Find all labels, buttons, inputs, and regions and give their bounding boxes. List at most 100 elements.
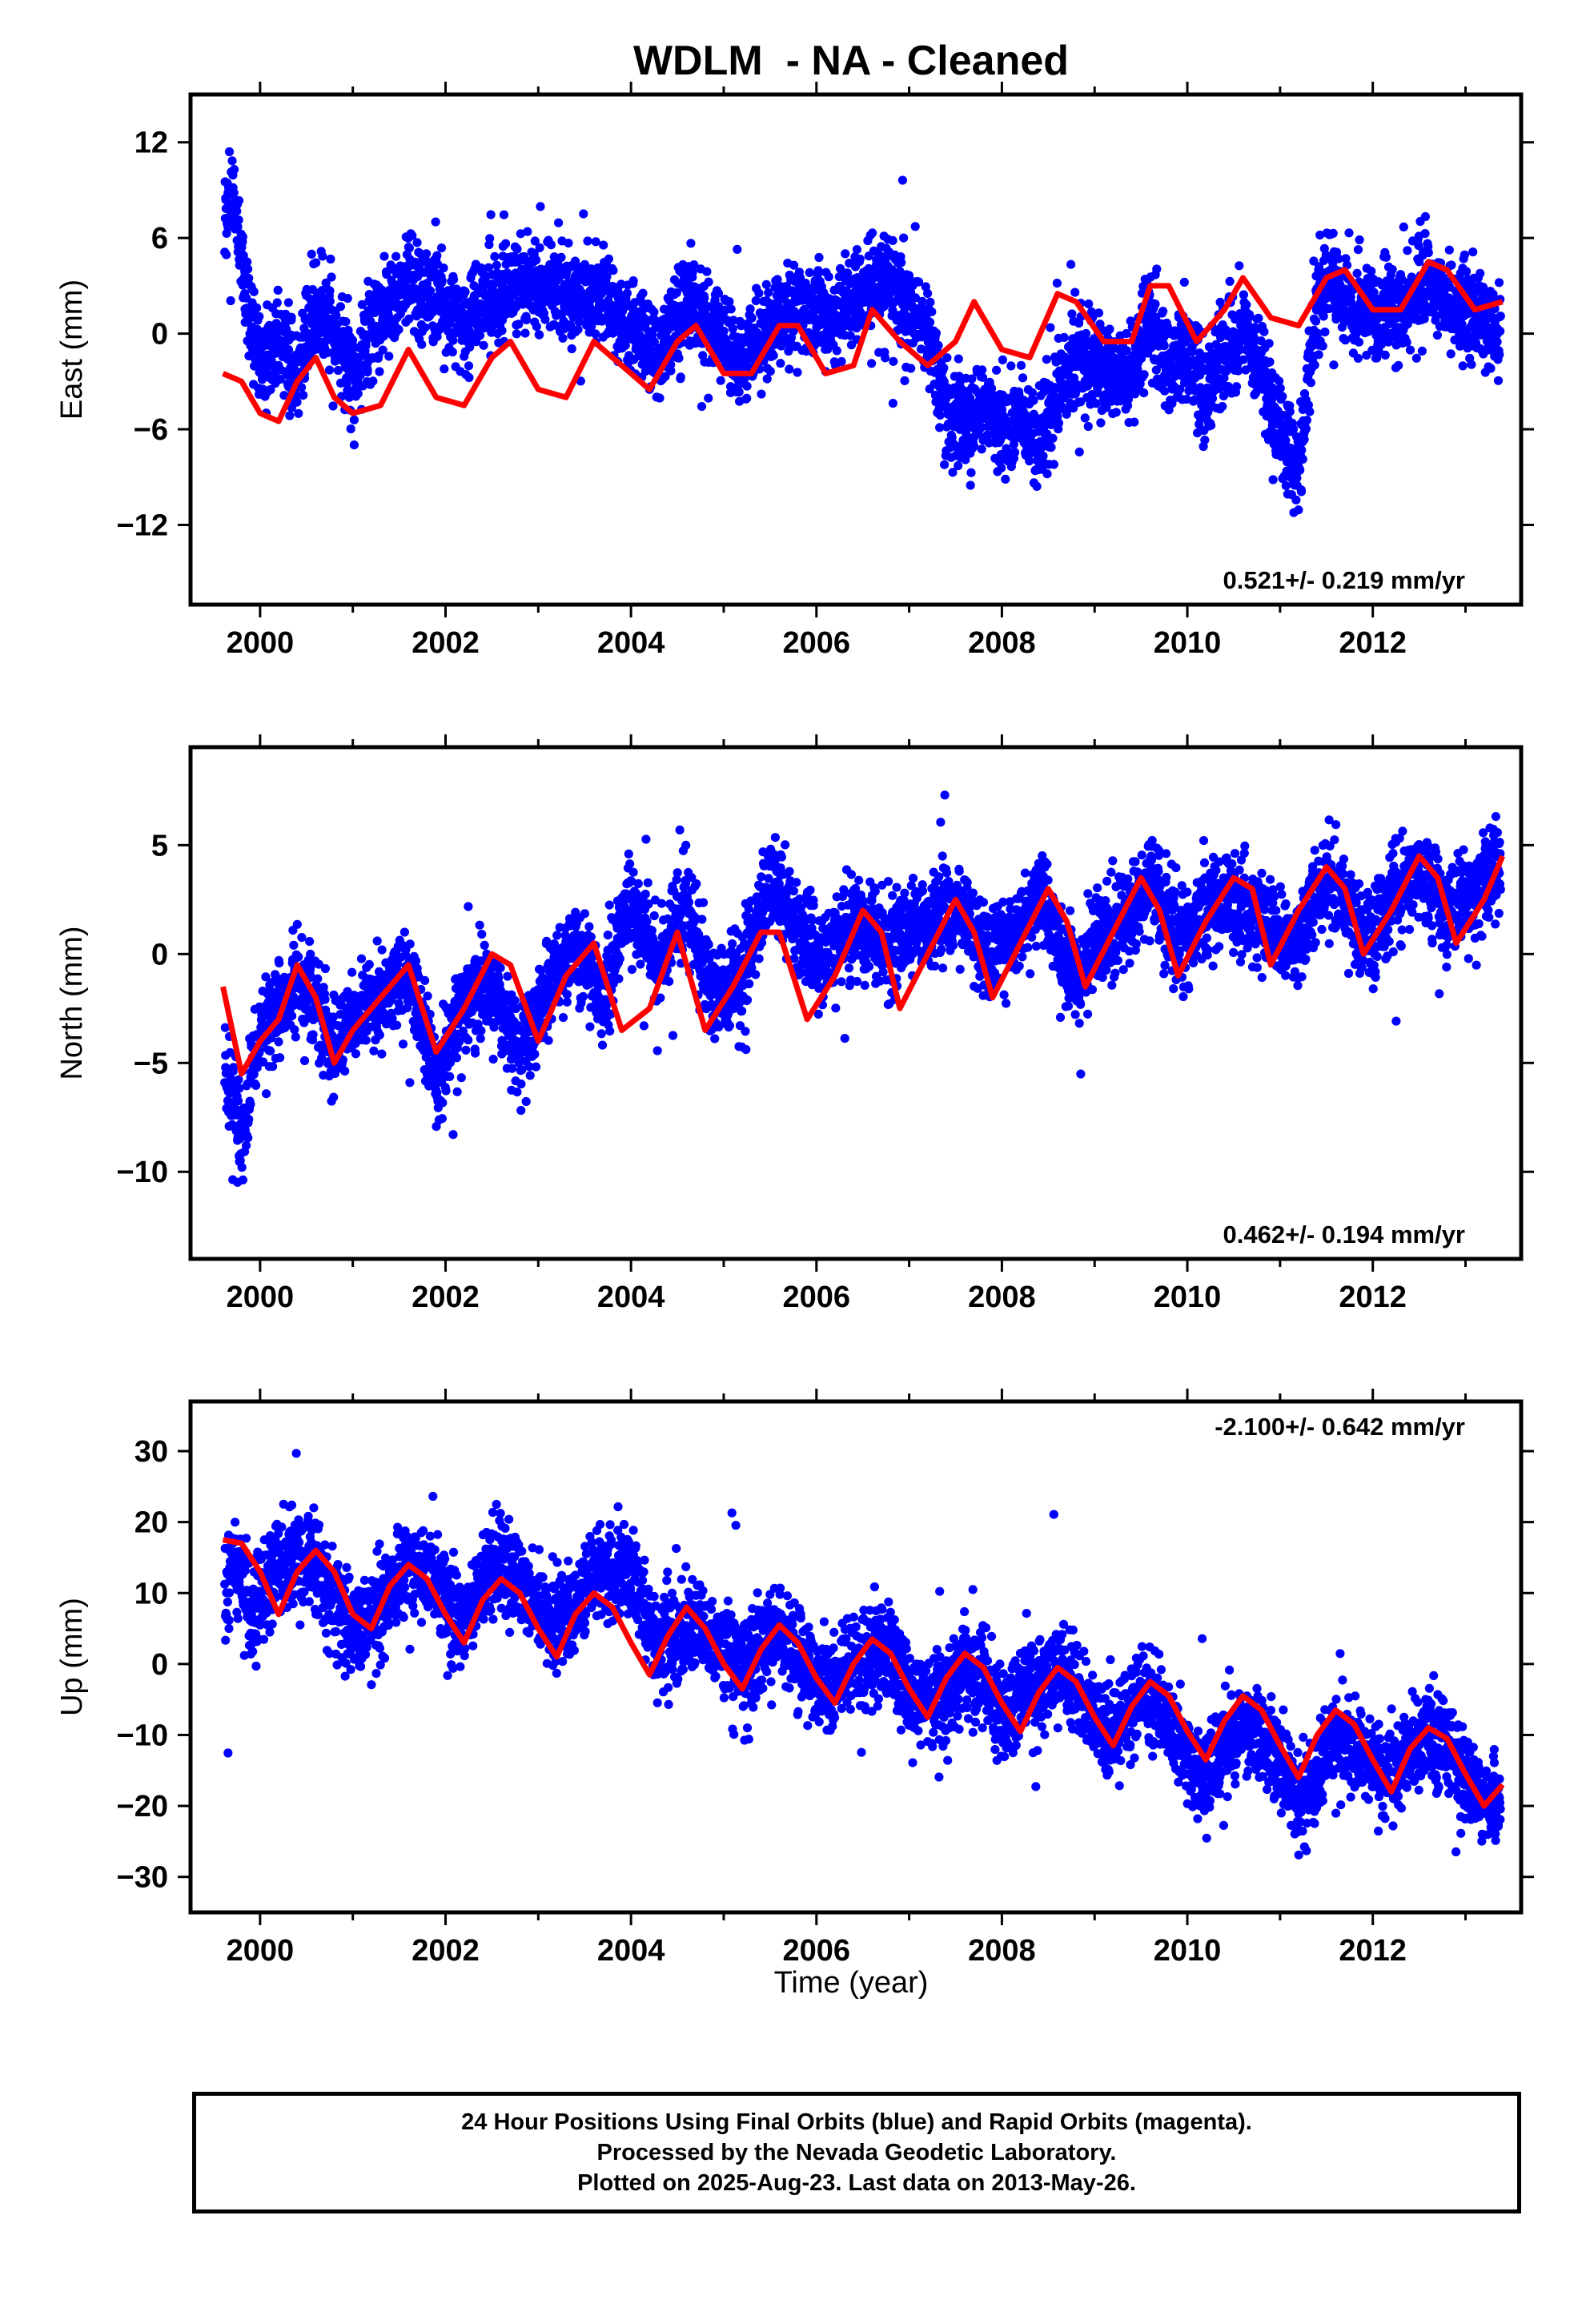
observation-point <box>556 252 566 262</box>
observation-point <box>1059 332 1069 342</box>
observation-point <box>1139 388 1149 398</box>
observation-point <box>404 243 414 253</box>
observation-point <box>917 296 927 306</box>
observation-point <box>244 1115 254 1124</box>
figure: WDLM - NA - Cleaned 2000 2002 2004 2006 2008… <box>55 38 1534 2000</box>
observation-point <box>272 298 282 308</box>
y-tick-label: −6 <box>134 413 168 447</box>
observation-point <box>926 297 935 307</box>
observation-point <box>243 264 253 274</box>
observation-point <box>940 460 950 469</box>
observation-point <box>475 331 485 340</box>
observation-point <box>1027 388 1038 397</box>
observation-point <box>1353 245 1363 255</box>
observation-point <box>1314 350 1323 360</box>
observation-point <box>700 293 709 303</box>
observation-point <box>655 393 665 403</box>
observation-point <box>1394 360 1403 370</box>
y-tick-label: −12 <box>117 509 168 542</box>
observation-point <box>649 308 659 317</box>
observation-point <box>716 376 725 385</box>
observation-point <box>602 271 612 281</box>
observation-point <box>326 254 335 264</box>
observation-point <box>800 304 809 314</box>
observation-point <box>246 1100 255 1109</box>
observation-point <box>1355 235 1364 245</box>
y-tick-label: 6 <box>151 222 168 255</box>
observation-point <box>954 354 963 364</box>
observation-point <box>661 372 670 381</box>
observation-point <box>927 307 937 316</box>
observation-point <box>307 249 316 259</box>
observation-point <box>1278 392 1287 401</box>
observation-point <box>630 298 640 308</box>
observation-point <box>1306 378 1315 388</box>
observation-point <box>897 175 907 185</box>
observation-point <box>244 351 254 360</box>
observation-point <box>1328 228 1338 238</box>
observation-point <box>604 254 614 263</box>
observation-point <box>608 266 618 275</box>
observation-point <box>1275 384 1285 393</box>
observation-point <box>734 380 744 389</box>
x-tick-label: 2004 <box>597 626 665 660</box>
observation-point <box>1231 382 1242 392</box>
observation-point <box>232 207 242 216</box>
observation-point <box>998 355 1007 364</box>
observation-point <box>1160 386 1170 396</box>
observation-point <box>1094 308 1104 318</box>
observation-point <box>1296 487 1307 497</box>
observation-point <box>888 399 897 408</box>
observation-point <box>1070 287 1080 297</box>
observation-point <box>1486 364 1496 373</box>
observation-point <box>353 388 363 399</box>
observation-point <box>666 366 676 376</box>
observation-point <box>1083 421 1093 432</box>
observation-point <box>719 326 729 336</box>
observation-point <box>761 279 771 289</box>
observation-point <box>331 311 341 320</box>
observation-point <box>229 188 239 198</box>
observation-point <box>1353 353 1363 363</box>
observation-point <box>765 367 775 376</box>
observation-point <box>242 1140 251 1150</box>
observation-point <box>713 288 724 298</box>
observation-point <box>238 1175 247 1184</box>
observation-point <box>485 234 495 243</box>
observation-point <box>497 326 507 336</box>
observation-point <box>404 314 414 324</box>
observation-point <box>440 364 449 374</box>
observation-point <box>394 324 404 335</box>
observation-point <box>1285 407 1295 416</box>
observation-point <box>728 324 737 334</box>
observation-point <box>512 244 522 254</box>
observation-point <box>1381 252 1391 262</box>
observation-point <box>432 251 442 260</box>
observation-point <box>1411 353 1421 363</box>
observation-point <box>1399 222 1408 231</box>
observation-point <box>522 315 532 324</box>
observation-point <box>490 251 500 261</box>
observation-point <box>1066 259 1076 269</box>
observation-point <box>751 296 761 306</box>
observation-point <box>408 231 417 240</box>
observation-point <box>564 239 573 248</box>
observation-point <box>273 285 283 295</box>
observation-point <box>327 272 336 282</box>
observation-point <box>1495 350 1504 360</box>
observation-point <box>954 460 963 471</box>
observation-point <box>368 376 378 386</box>
observation-point <box>486 210 496 219</box>
observation-point <box>881 353 890 363</box>
observation-point <box>229 1063 239 1072</box>
observation-point <box>540 315 550 324</box>
x-tick-label: 2012 <box>1339 626 1407 660</box>
x-tick-label: 2000 <box>227 626 295 660</box>
observation-point <box>992 365 1002 375</box>
observation-point <box>1265 357 1275 367</box>
observation-point <box>1111 408 1121 417</box>
observation-point <box>1159 341 1169 351</box>
observation-point <box>283 345 294 355</box>
observation-point <box>1420 229 1430 239</box>
observation-point <box>1152 264 1162 274</box>
